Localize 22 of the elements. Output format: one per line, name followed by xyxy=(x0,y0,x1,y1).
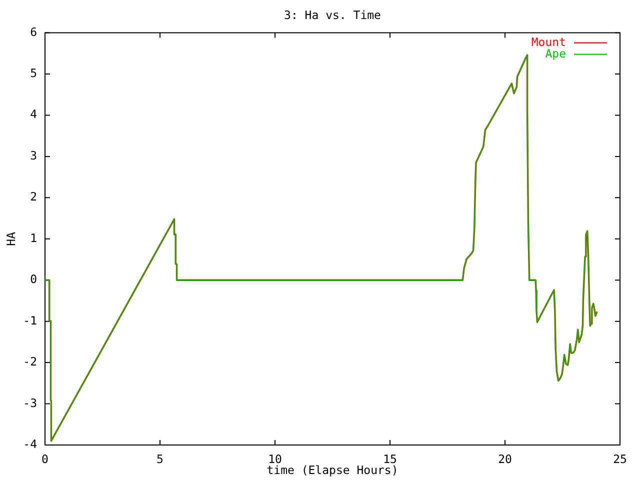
y-tick-label: 6 xyxy=(30,24,38,39)
x-tick-label: 0 xyxy=(42,452,49,466)
chart-title: 3: Ha vs. Time xyxy=(284,8,382,22)
y-tick-label: 2 xyxy=(30,190,37,204)
y-tick-label: -1 xyxy=(23,313,38,328)
x-tick-label: 15 xyxy=(383,452,397,466)
y-tick-label: 5 xyxy=(30,66,37,80)
x-axis-title: time (Elapse Hours) xyxy=(266,463,398,478)
y-tick-label: -3 xyxy=(23,396,38,410)
y-tick-label: 4 xyxy=(30,107,38,122)
y-tick-label: 1 xyxy=(30,230,38,245)
x-tick-label: 20 xyxy=(498,452,512,466)
y-tick-label: -4 xyxy=(23,436,38,451)
y-tick-label: 0 xyxy=(30,272,38,286)
y-tick-label: 3 xyxy=(30,148,38,162)
y-tick-label: -2 xyxy=(23,354,37,369)
legend-label: Ape xyxy=(545,46,566,60)
x-tick-label: 25 xyxy=(613,452,627,466)
y-axis-title: HA xyxy=(4,232,18,246)
x-tick-label: 10 xyxy=(268,452,282,466)
x-tick-label: 5 xyxy=(156,452,164,466)
legend-label: Mount xyxy=(531,34,566,49)
